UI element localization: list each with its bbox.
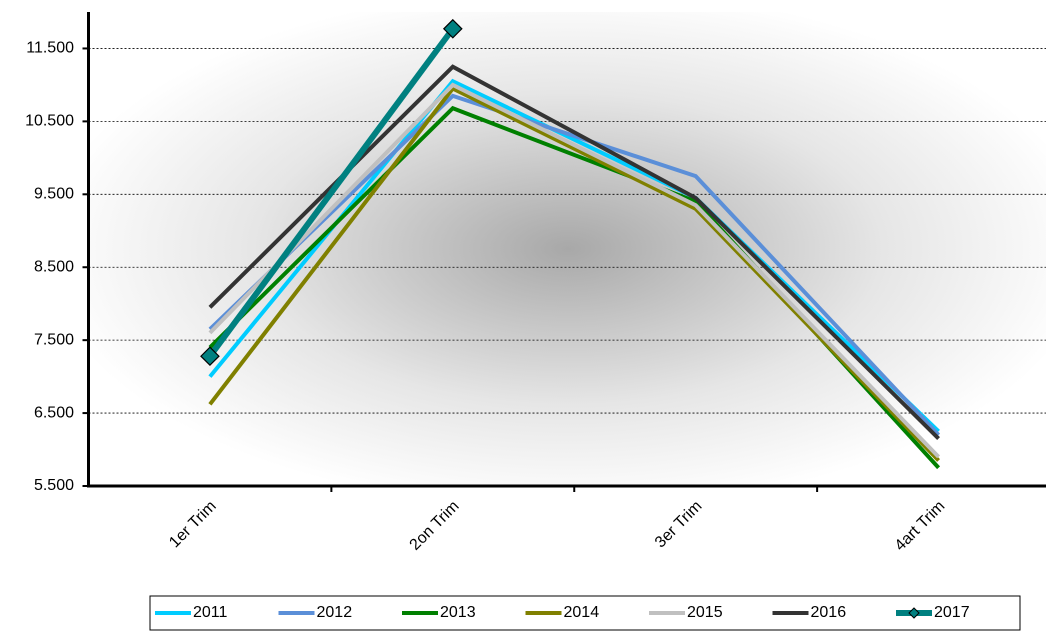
- y-tick-label: 9.500: [34, 186, 74, 203]
- legend-label: 2011: [193, 604, 228, 621]
- legend: 2011 2012 2013 2014 2015 2016 2017: [149, 595, 1021, 631]
- x-tick-label: 1er Trim: [166, 498, 220, 552]
- series-line: [208, 82, 941, 459]
- plot-background: [90, 12, 1046, 486]
- marker: [442, 18, 463, 39]
- y-tick-label: 10.500: [25, 113, 74, 130]
- x-tick-label: 3er Trim: [652, 498, 706, 552]
- y-tick-label: 5.500: [34, 477, 74, 494]
- lines: [200, 18, 941, 470]
- series-line: [208, 93, 941, 437]
- y-tick-label: 8.500: [34, 258, 74, 275]
- y-tick-label: 6.500: [34, 404, 74, 421]
- legend-label: 2017: [934, 604, 970, 621]
- legend-label: 2012: [317, 604, 353, 621]
- y-tick-label: 7.500: [34, 331, 74, 348]
- y-tick-label: 11.500: [26, 40, 74, 57]
- legend-label: 2015: [687, 604, 723, 621]
- series-line: [208, 64, 940, 441]
- legend-label: 2016: [811, 604, 847, 621]
- marker: [200, 346, 220, 367]
- series-line: [208, 86, 941, 462]
- legend-label: 2014: [564, 604, 600, 621]
- legend-label: 2013: [440, 604, 476, 621]
- legend-marker: [908, 607, 920, 619]
- series-line: [207, 26, 456, 358]
- x-tick-label: 2on Trim: [407, 498, 463, 554]
- x-tick-label: 4art Trim: [892, 498, 949, 555]
